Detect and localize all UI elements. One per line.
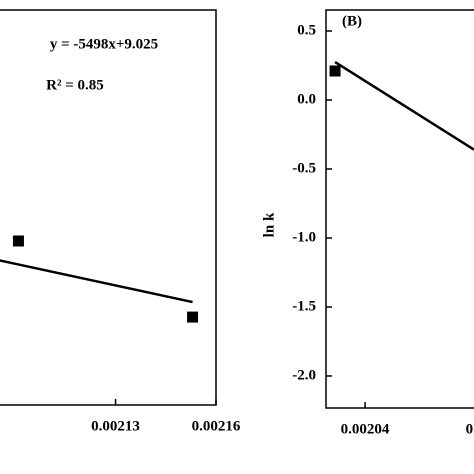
- y-tick-label: 0.0: [297, 91, 316, 107]
- y-tick-label: -0.5: [292, 160, 316, 176]
- y-tick-label: -1.0: [292, 229, 316, 245]
- y-tick-label: -2.0: [292, 367, 316, 383]
- x-tick-label: 0.00213: [91, 418, 140, 434]
- y-axis-label: ln k: [261, 212, 277, 237]
- y-tick-label: 0.5: [297, 22, 316, 38]
- fit-line: [0, 259, 193, 304]
- y-tick-label: -1.5: [292, 298, 316, 314]
- panel-label: (B): [342, 13, 362, 29]
- annotation: R² = 0.85: [46, 77, 104, 93]
- x-tick-label: 0.00204: [341, 421, 390, 437]
- data-point: [329, 65, 341, 77]
- x-tick-label: 0.00208: [466, 421, 474, 437]
- data-point: [187, 311, 199, 323]
- annotation: y = -5498x+9.025: [50, 36, 158, 52]
- plot-frame: [325, 9, 474, 409]
- x-tick-label: 0.00216: [192, 418, 241, 434]
- data-point: [12, 235, 24, 247]
- fit-line: [334, 60, 474, 151]
- plot-frame: [0, 9, 217, 406]
